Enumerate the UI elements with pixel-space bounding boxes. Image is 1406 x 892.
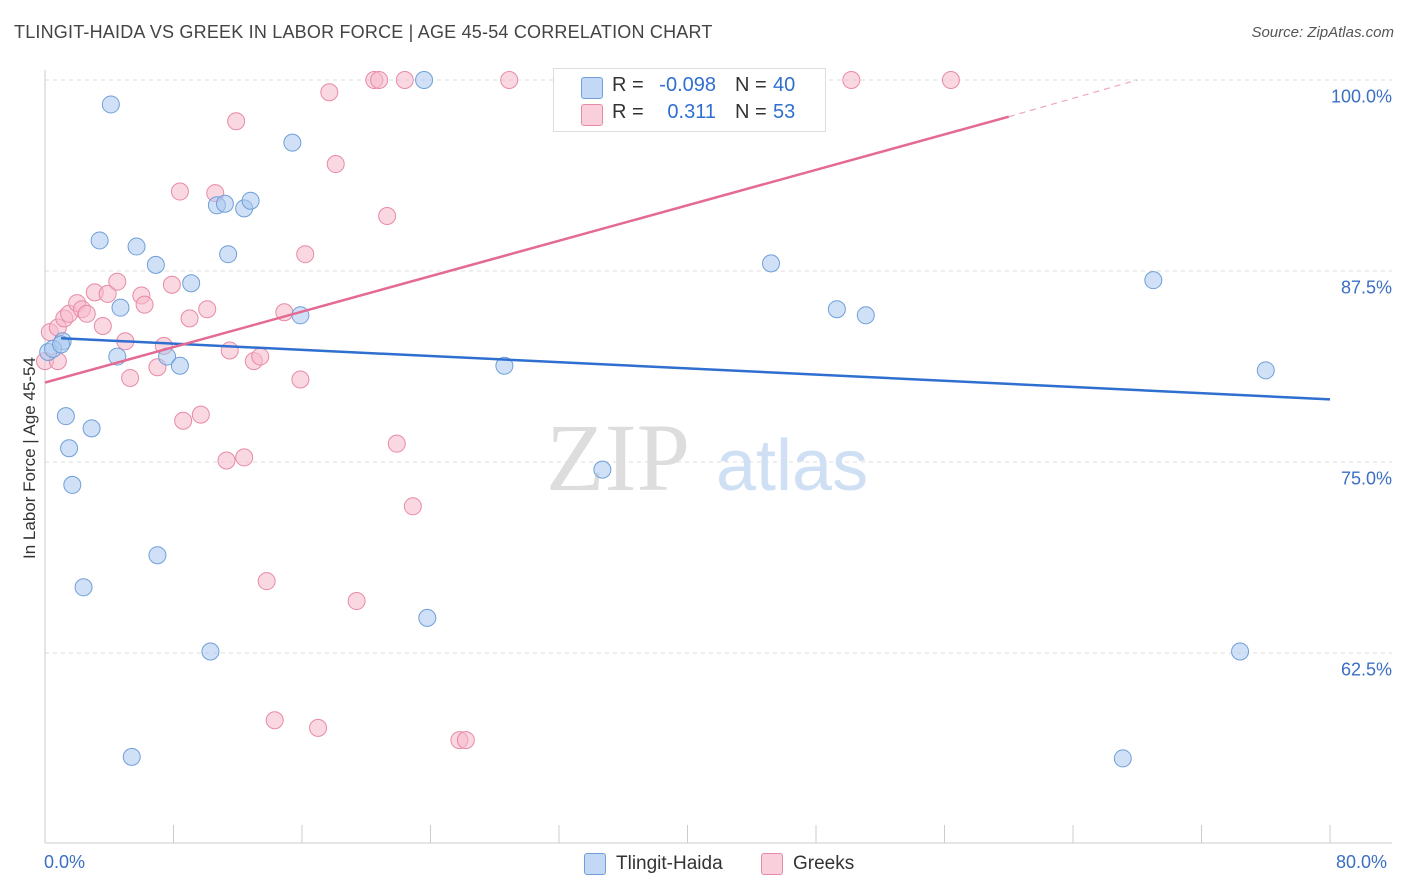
legend-row-greeks: R = 0.311 N = 53: [554, 101, 825, 127]
point-greeks: [370, 71, 389, 89]
point-greeks: [291, 370, 310, 389]
point-tlingit-haida: [219, 245, 238, 264]
legend-row-tlingit-haida: R = -0.098 N = 40: [554, 74, 825, 100]
y-tick-label: 87.5%: [1340, 277, 1392, 298]
point-tlingit-haida: [415, 71, 434, 89]
legend-n-value: 40: [773, 74, 796, 96]
point-greeks: [320, 83, 339, 102]
point-tlingit-haida: [111, 298, 130, 317]
legend-r-value: 0.311: [667, 101, 716, 123]
trendline-extension-greeks: [1008, 79, 1138, 118]
point-tlingit-haida: [74, 578, 93, 597]
point-greeks: [93, 317, 112, 336]
y-tick-label: 100.0%: [1330, 86, 1392, 107]
point-greeks: [174, 411, 193, 430]
point-greeks: [395, 71, 414, 89]
point-tlingit-haida: [127, 237, 146, 256]
watermark-zip: ZIP: [546, 404, 690, 511]
y-tick-label: 75.0%: [1340, 468, 1392, 489]
legend-label-greeks: Greeks: [793, 853, 855, 874]
point-greeks: [347, 592, 366, 611]
legend-swatch-tlingit-haida: [584, 853, 606, 875]
legend-n-label: N =: [735, 101, 767, 123]
point-greeks: [191, 405, 210, 424]
point-tlingit-haida: [146, 255, 165, 274]
point-greeks: [309, 718, 328, 737]
point-greeks: [135, 295, 154, 314]
point-tlingit-haida: [495, 356, 514, 375]
point-greeks: [265, 711, 284, 730]
point-greeks: [296, 245, 315, 264]
legend-n-label: N =: [735, 74, 767, 96]
y-tick-label: 62.5%: [1340, 659, 1392, 680]
point-tlingit-haida: [52, 335, 71, 354]
point-tlingit-haida: [63, 475, 82, 494]
point-tlingit-haida: [283, 133, 302, 152]
point-greeks: [170, 182, 189, 201]
point-tlingit-haida: [1144, 271, 1163, 290]
point-greeks: [77, 304, 96, 323]
point-greeks: [500, 71, 519, 89]
point-tlingit-haida: [1231, 642, 1250, 661]
point-greeks: [941, 71, 960, 89]
point-greeks: [326, 155, 345, 174]
point-tlingit-haida: [101, 95, 120, 114]
legend-swatch-greeks: [581, 104, 603, 126]
x-tick-label: 80.0%: [1336, 852, 1388, 872]
x-tick-label: 0.0%: [44, 852, 86, 872]
legend-swatch-greeks: [761, 853, 783, 875]
point-tlingit-haida: [215, 194, 234, 213]
legend-r-label: R =: [612, 101, 644, 123]
legend-swatch-tlingit-haida: [581, 77, 603, 99]
point-greeks: [235, 448, 254, 467]
point-greeks: [842, 71, 861, 89]
legend-label-tlingit-haida: Tlingit-Haida: [616, 853, 723, 874]
point-tlingit-haida: [856, 306, 875, 325]
point-greeks: [227, 112, 246, 131]
point-tlingit-haida: [170, 356, 189, 375]
point-tlingit-haida: [122, 747, 141, 766]
point-greeks: [403, 497, 422, 516]
legend-r-value: -0.098: [659, 74, 716, 96]
point-tlingit-haida: [60, 439, 79, 458]
point-tlingit-haida: [182, 274, 201, 293]
point-greeks: [257, 572, 276, 591]
trendline-tlingit-haida: [61, 336, 1331, 401]
point-tlingit-haida: [827, 300, 846, 319]
point-tlingit-haida: [593, 460, 612, 479]
point-greeks: [108, 272, 127, 291]
point-tlingit-haida: [1256, 361, 1275, 380]
stats-legend: R = -0.098 N = 40 R = 0.311 N = 53: [553, 68, 826, 132]
point-tlingit-haida: [82, 419, 101, 438]
chart-title: TLINGIT-HAIDA VS GREEK IN LABOR FORCE | …: [14, 22, 713, 42]
point-tlingit-haida: [241, 191, 260, 210]
point-tlingit-haida: [762, 254, 781, 273]
point-greeks: [180, 309, 199, 328]
point-greeks: [121, 368, 140, 387]
point-greeks: [217, 451, 236, 470]
point-tlingit-haida: [56, 407, 75, 426]
point-tlingit-haida: [90, 231, 109, 250]
point-greeks: [220, 341, 239, 360]
point-tlingit-haida: [148, 546, 167, 565]
trendline-greeks: [44, 115, 1010, 384]
point-greeks: [378, 206, 397, 225]
point-greeks: [251, 347, 270, 366]
watermark-atlas: atlas: [716, 426, 868, 506]
point-greeks: [456, 731, 475, 750]
point-greeks: [98, 284, 117, 303]
legend-r-label: R =: [612, 74, 644, 96]
point-tlingit-haida: [1113, 749, 1132, 768]
legend-n-value: 53: [773, 101, 796, 123]
point-greeks: [387, 434, 406, 453]
source-label: Source: ZipAtlas.com: [1251, 24, 1394, 41]
point-greeks: [162, 275, 181, 294]
point-greeks: [198, 300, 217, 319]
point-tlingit-haida: [418, 608, 437, 627]
point-tlingit-haida: [201, 642, 220, 661]
